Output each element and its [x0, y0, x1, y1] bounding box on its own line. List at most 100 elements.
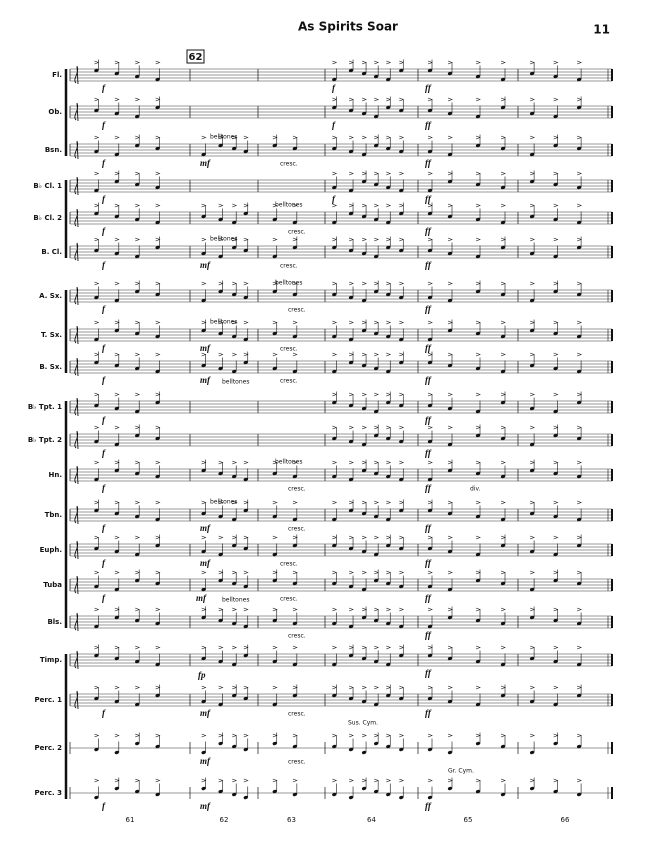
note-head	[374, 552, 379, 557]
note-head	[292, 146, 297, 151]
accent	[243, 320, 249, 325]
note-head	[155, 792, 160, 797]
accent	[332, 607, 338, 612]
accent	[361, 570, 367, 575]
note-head	[399, 696, 404, 701]
accent	[386, 135, 392, 140]
clef	[74, 357, 79, 377]
note-head	[529, 786, 535, 791]
note-head	[427, 747, 433, 752]
note-head	[114, 111, 119, 116]
accent	[155, 500, 161, 505]
accent	[399, 320, 405, 325]
dynamic: f	[332, 194, 336, 204]
accent	[399, 203, 405, 208]
accent	[292, 352, 298, 357]
note-head	[427, 624, 433, 629]
accent	[292, 500, 298, 505]
accent	[475, 733, 481, 738]
measure-number: 64	[367, 816, 376, 824]
note-head	[155, 292, 160, 297]
accent	[348, 425, 354, 430]
note-head	[447, 251, 453, 256]
note-head	[332, 581, 337, 586]
accent	[135, 570, 141, 575]
accent	[272, 500, 278, 505]
accent	[427, 320, 433, 325]
note-head	[243, 360, 248, 365]
note-head	[201, 587, 206, 592]
note-head	[500, 581, 506, 586]
accent	[272, 460, 278, 465]
instrument-label: Tbn.	[45, 511, 62, 519]
accent	[447, 171, 453, 176]
note-head	[427, 211, 433, 216]
accent	[332, 281, 338, 286]
note-head	[399, 584, 404, 589]
text-annotation: div.	[470, 486, 481, 493]
accent	[500, 281, 506, 286]
accent	[553, 500, 559, 505]
accent	[332, 203, 338, 208]
clef	[74, 242, 79, 262]
note-head	[427, 508, 433, 513]
note-head	[386, 792, 391, 797]
note-head	[292, 292, 297, 297]
note-head	[94, 68, 99, 73]
accent	[553, 281, 559, 286]
note-head	[292, 220, 297, 225]
dynamic: f	[102, 158, 106, 168]
accent	[135, 237, 141, 242]
note-head	[361, 251, 367, 256]
note-head	[232, 334, 237, 339]
note-head	[500, 105, 506, 110]
note-head	[272, 702, 277, 707]
accent	[243, 685, 249, 690]
note-head	[201, 549, 206, 554]
note-head	[348, 403, 354, 408]
accent	[332, 60, 338, 65]
note-head	[243, 337, 248, 342]
instrument-label: Perc. 3	[35, 789, 63, 797]
note-head	[374, 182, 379, 187]
accent	[361, 171, 367, 176]
note-head	[386, 146, 391, 151]
note-head	[94, 747, 99, 752]
accent	[553, 320, 559, 325]
note-head	[553, 471, 558, 476]
accent	[374, 570, 380, 575]
accent	[94, 685, 100, 690]
note-head	[386, 621, 391, 626]
note-head	[374, 143, 379, 148]
note-head	[386, 581, 391, 586]
note-head	[155, 581, 160, 586]
accent	[553, 535, 559, 540]
note-head	[201, 251, 206, 256]
accent	[348, 203, 354, 208]
note-head	[292, 792, 297, 797]
accent	[94, 778, 100, 783]
accent	[272, 535, 278, 540]
note-head	[553, 409, 558, 414]
note-head	[243, 248, 248, 253]
accent	[114, 607, 120, 612]
note-head	[399, 108, 404, 113]
note-head	[232, 146, 237, 151]
text-annotation: belltones	[210, 499, 237, 506]
accent	[348, 171, 354, 176]
accent	[292, 203, 298, 208]
accent	[272, 685, 278, 690]
accent	[374, 171, 380, 176]
note-head	[529, 587, 535, 592]
note-head	[447, 152, 453, 157]
accent	[348, 733, 354, 738]
accent	[114, 645, 120, 650]
note-head	[348, 108, 354, 113]
accent	[427, 607, 433, 612]
accent	[374, 60, 380, 65]
accent	[218, 237, 224, 242]
note-head	[399, 747, 404, 752]
dynamic: f	[102, 120, 106, 130]
page-number: 11	[593, 23, 610, 37]
note-head	[155, 474, 160, 479]
